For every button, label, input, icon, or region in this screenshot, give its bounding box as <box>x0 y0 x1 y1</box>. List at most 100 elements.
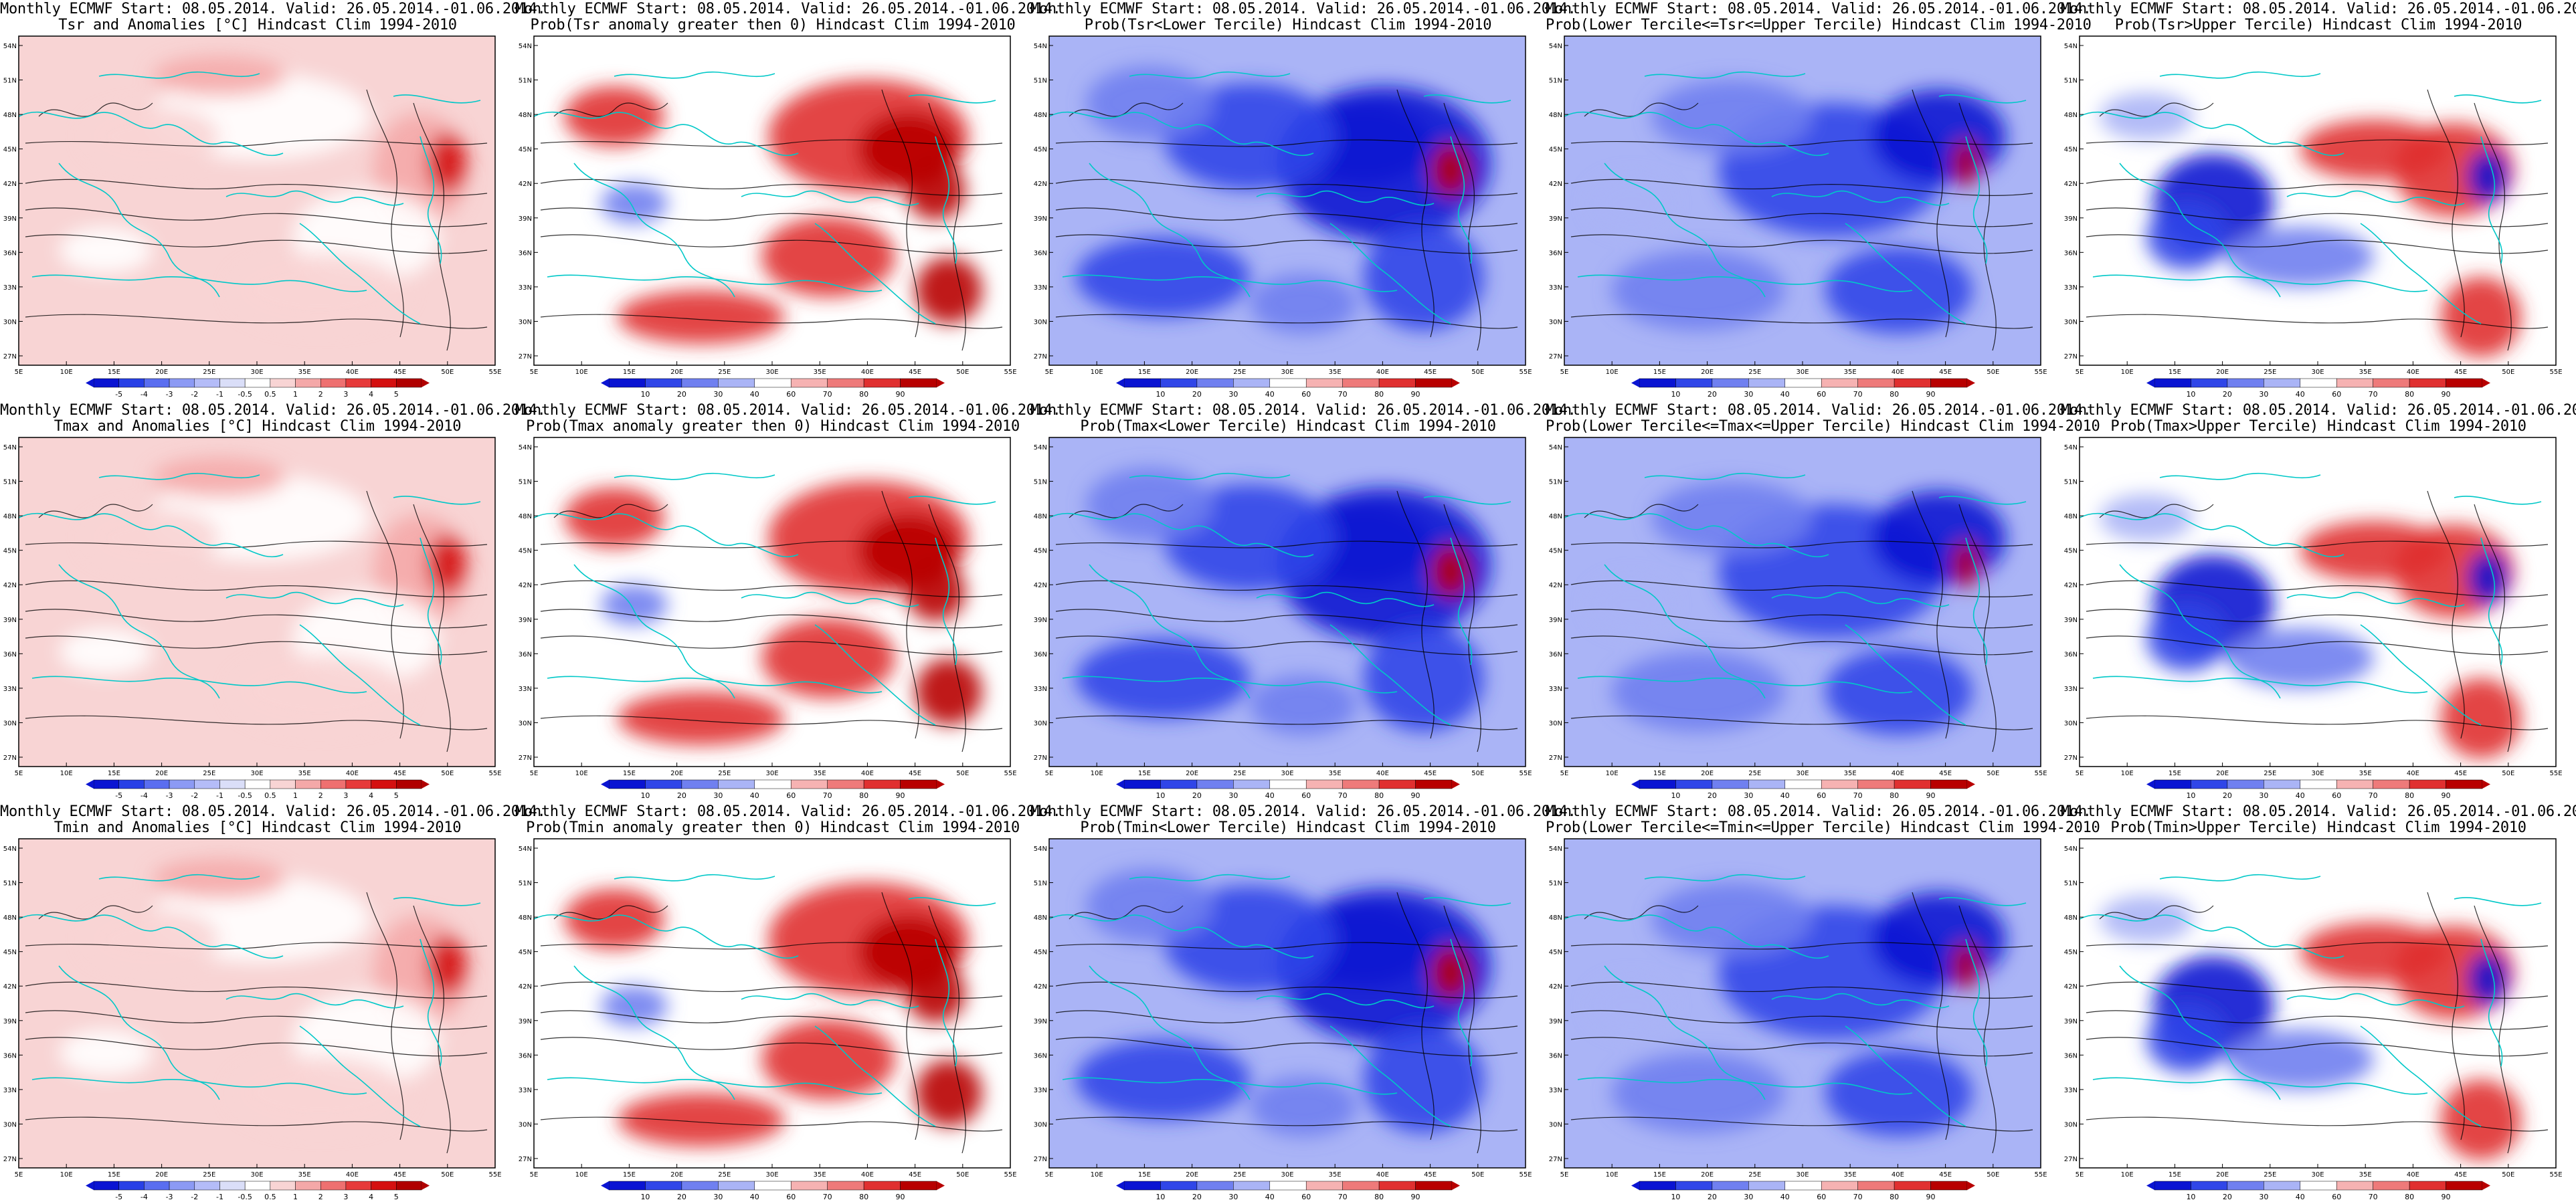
colorbar-swatch <box>1748 1181 1786 1191</box>
coastline <box>1577 676 1913 694</box>
lon-tick-label: 45E <box>1424 369 1437 376</box>
colorbar-swatch <box>2227 779 2264 789</box>
colorbar-label: 10 <box>1671 791 1680 800</box>
lon-tick-label: 35E <box>814 770 826 777</box>
contour-line <box>1958 905 1997 1154</box>
colorbar-swatch <box>396 779 422 789</box>
colorbar-swatch <box>681 378 719 388</box>
contour-line <box>1570 1116 2033 1132</box>
colorbar-label: 70 <box>1853 1193 1863 1201</box>
lat-tick-label: 54N <box>2064 845 2078 853</box>
lon-tick-label: 50E <box>441 1171 454 1179</box>
probability-field <box>2100 93 2521 357</box>
lat-tick-label: 33N <box>1549 284 1562 292</box>
contour-line <box>540 179 1003 197</box>
panel-header-line: Monthly ECMWF Start: 08.05.2014. Valid: … <box>2061 402 2576 419</box>
lat-tick-label: 45N <box>3 146 17 154</box>
field-patch <box>1076 1039 1250 1120</box>
coastline <box>2092 676 2428 694</box>
lon-tick-label: 20E <box>1186 1171 1198 1179</box>
lat-tick-label: 36N <box>1549 651 1562 658</box>
lon-tick-label: 40E <box>346 770 359 777</box>
coastline <box>1564 512 1829 558</box>
coastline <box>1423 94 1511 104</box>
colorbar-label: -3 <box>166 1193 173 1201</box>
lon-tick-label: 20E <box>670 369 683 376</box>
lon-tick-label: 20E <box>2216 369 2229 376</box>
colorbar-label: -3 <box>166 390 173 399</box>
panel-title: Prob(Tmin>Upper Tercile) Hindcast Clim 1… <box>2110 819 2526 836</box>
colorbar-label: 40 <box>1265 791 1275 800</box>
contour-line <box>1912 89 1950 338</box>
coastline <box>2092 274 2428 292</box>
contour-line <box>540 609 1003 629</box>
coastline <box>1423 897 1511 906</box>
contour-line <box>1958 102 1997 351</box>
colorbar-swatch <box>863 779 901 789</box>
colorbar-label: 90 <box>1411 1193 1420 1201</box>
coastline <box>1129 71 1291 79</box>
coastline <box>1938 94 2027 104</box>
field-patch <box>1872 491 2006 585</box>
lon-tick-label: 45E <box>2454 770 2467 777</box>
lat-tick-label: 45N <box>3 548 17 555</box>
lon-tick-label: 50E <box>1471 770 1484 777</box>
lat-tick-label: 54N <box>1034 43 1047 50</box>
lat-tick-label: 39N <box>1549 1018 1562 1025</box>
coastline <box>2360 223 2482 324</box>
field-patch <box>1825 1049 1972 1136</box>
coastline <box>1450 136 1473 264</box>
lat-tick-label: 33N <box>3 686 17 693</box>
colorbar-label: 20 <box>2223 390 2232 399</box>
field-patch <box>2468 150 2508 203</box>
lat-tick-label: 54N <box>1549 444 1562 452</box>
lat-tick-label: 36N <box>1549 249 1562 257</box>
lat-tick-label: 42N <box>1034 181 1047 188</box>
colorbar-swatch <box>681 1181 719 1191</box>
lon-tick-label: 10E <box>1606 1171 1619 1179</box>
colorbar-arrow-right <box>1967 780 1975 789</box>
contour-line <box>25 981 488 999</box>
lon-tick-label: 5E <box>1560 770 1569 777</box>
lon-tick-label: 20E <box>670 1171 683 1179</box>
colorbar-label: 10 <box>1671 1193 1680 1201</box>
coastline <box>2360 1025 2482 1127</box>
colorbar-swatch <box>645 378 682 388</box>
field-patch <box>1611 1053 1785 1133</box>
lat-tick-label: 39N <box>519 617 532 624</box>
panel-header-line: Monthly ECMWF Start: 08.05.2014. Valid: … <box>0 1 546 17</box>
lon-tick-label: 5E <box>2076 369 2084 376</box>
colorbar-label: 70 <box>1853 791 1863 800</box>
colorbar-label: 40 <box>1780 1193 1790 1201</box>
lon-tick-label: 10E <box>1091 369 1103 376</box>
lon-tick-label: 25E <box>1748 1171 1761 1179</box>
colorbar-swatch <box>1821 779 1858 789</box>
lat-tick-label: 54N <box>1549 845 1562 853</box>
lat-tick-label: 27N <box>519 1156 532 1163</box>
contour-line <box>25 942 488 950</box>
panel-header-line: Monthly ECMWF Start: 08.05.2014. Valid: … <box>2061 803 2576 820</box>
lat-tick-label: 33N <box>519 1087 532 1094</box>
lon-tick-label: 10E <box>1606 369 1619 376</box>
lon-tick-label: 50E <box>1987 1171 1999 1179</box>
coastline <box>1938 897 2027 906</box>
colorbar-swatch <box>320 378 347 388</box>
colorbar-swatch <box>1342 779 1380 789</box>
panel-title: Tsr and Anomalies [°C] Hindcast Clim 199… <box>58 17 457 33</box>
probability-field <box>1076 66 1491 334</box>
contour-line <box>1069 905 1184 920</box>
lat-tick-label: 30N <box>2064 318 2078 326</box>
contour-line <box>2086 179 2549 197</box>
contour-line <box>1055 981 1518 999</box>
lat-tick-label: 48N <box>1034 112 1047 119</box>
contour-line <box>2086 1037 2549 1057</box>
colorbar-swatch <box>1894 1181 1931 1191</box>
coastline <box>1577 274 1913 292</box>
lon-tick-label: 30E <box>1796 770 1809 777</box>
map-panel: Monthly ECMWF Start: 08.05.2014. Valid: … <box>2061 803 2576 1204</box>
colorbar-swatch <box>608 378 646 388</box>
contour-line <box>413 504 451 752</box>
colorbar-swatch <box>1378 779 1416 789</box>
